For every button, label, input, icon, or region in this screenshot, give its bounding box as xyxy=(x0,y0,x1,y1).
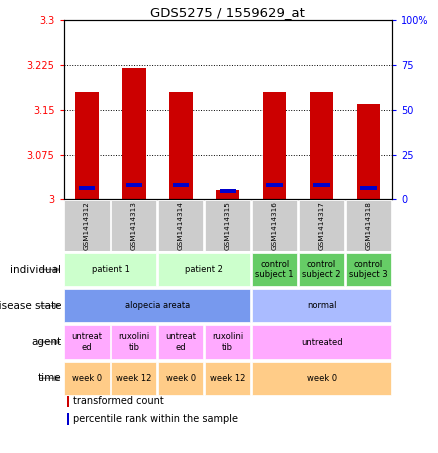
Bar xyxy=(173,183,189,188)
Text: GSM1414312: GSM1414312 xyxy=(84,201,90,250)
Bar xyxy=(314,183,330,188)
Text: week 0: week 0 xyxy=(307,374,337,383)
Text: GSM1414318: GSM1414318 xyxy=(366,201,371,250)
Bar xyxy=(252,361,391,395)
Bar xyxy=(360,186,377,190)
Text: week 0: week 0 xyxy=(166,374,196,383)
Bar xyxy=(126,183,142,188)
Bar xyxy=(346,200,391,251)
Text: GSM1414313: GSM1414313 xyxy=(131,201,137,250)
Bar xyxy=(64,253,156,286)
Bar xyxy=(299,253,344,286)
Bar xyxy=(64,200,110,251)
Bar xyxy=(158,325,203,359)
Text: GSM1414317: GSM1414317 xyxy=(318,201,325,250)
Text: GSM1414314: GSM1414314 xyxy=(178,201,184,250)
Text: patient 2: patient 2 xyxy=(185,265,223,274)
Bar xyxy=(266,183,283,188)
Text: control
subject 2: control subject 2 xyxy=(302,260,341,279)
Text: GSM1414315: GSM1414315 xyxy=(225,201,231,250)
Bar xyxy=(219,188,236,193)
Text: normal: normal xyxy=(307,301,336,310)
Bar xyxy=(122,68,145,199)
Text: percentile rank within the sample: percentile rank within the sample xyxy=(74,414,238,424)
Bar xyxy=(64,325,110,359)
Text: control
subject 3: control subject 3 xyxy=(349,260,388,279)
Bar xyxy=(252,325,391,359)
Bar xyxy=(67,413,69,424)
Text: ruxolini
tib: ruxolini tib xyxy=(212,333,244,352)
Bar xyxy=(205,361,250,395)
Text: disease state: disease state xyxy=(0,301,61,311)
Bar xyxy=(205,200,250,251)
Bar xyxy=(67,395,69,406)
Bar xyxy=(111,361,156,395)
Text: transformed count: transformed count xyxy=(74,396,164,406)
Text: individual: individual xyxy=(11,265,61,275)
Bar xyxy=(252,289,391,323)
Bar xyxy=(263,92,286,199)
Bar xyxy=(158,253,250,286)
Text: week 12: week 12 xyxy=(210,374,245,383)
Bar xyxy=(158,361,203,395)
Bar xyxy=(299,200,344,251)
Bar xyxy=(205,325,250,359)
Title: GDS5275 / 1559629_at: GDS5275 / 1559629_at xyxy=(150,6,305,19)
Bar xyxy=(64,289,250,323)
Bar xyxy=(346,253,391,286)
Text: agent: agent xyxy=(31,337,61,347)
Text: week 0: week 0 xyxy=(72,374,102,383)
Bar xyxy=(75,92,99,199)
Bar xyxy=(357,104,380,199)
Text: GSM1414316: GSM1414316 xyxy=(272,201,278,250)
Bar xyxy=(216,190,240,199)
Text: control
subject 1: control subject 1 xyxy=(255,260,294,279)
Bar xyxy=(252,253,297,286)
Bar xyxy=(64,361,110,395)
Text: time: time xyxy=(38,373,61,383)
Bar xyxy=(252,200,297,251)
Text: alopecia areata: alopecia areata xyxy=(125,301,190,310)
Bar xyxy=(111,200,156,251)
Text: patient 1: patient 1 xyxy=(92,265,129,274)
Bar xyxy=(169,92,193,199)
Text: untreat
ed: untreat ed xyxy=(165,333,196,352)
Bar xyxy=(79,186,95,190)
Bar xyxy=(310,92,333,199)
Text: untreated: untreated xyxy=(301,337,343,347)
Text: ruxolini
tib: ruxolini tib xyxy=(118,333,149,352)
Bar xyxy=(158,200,203,251)
Text: week 12: week 12 xyxy=(116,374,152,383)
Text: untreat
ed: untreat ed xyxy=(71,333,102,352)
Bar xyxy=(111,325,156,359)
